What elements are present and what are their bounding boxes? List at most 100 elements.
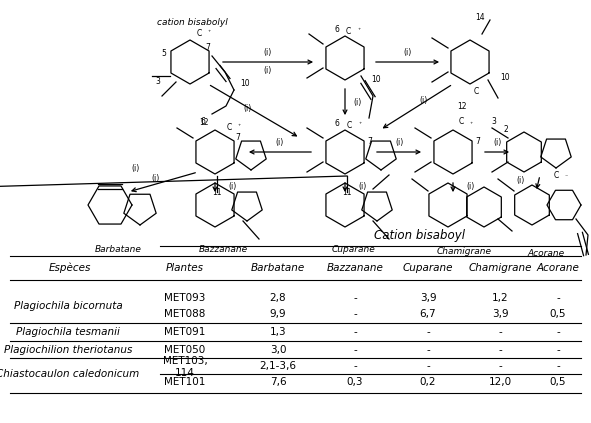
Text: ⁺: ⁺ (469, 121, 473, 126)
Text: C: C (226, 124, 232, 132)
Text: (i): (i) (420, 96, 428, 104)
Text: Plagiochilion theriotanus: Plagiochilion theriotanus (4, 345, 132, 355)
Text: C: C (346, 121, 352, 131)
Text: 5: 5 (161, 49, 167, 58)
Text: MET050: MET050 (164, 345, 206, 355)
Text: ⁺: ⁺ (207, 30, 210, 36)
Text: 11: 11 (342, 188, 352, 197)
Text: (i): (i) (354, 97, 362, 107)
Text: 7,6: 7,6 (269, 377, 286, 387)
Text: 12,0: 12,0 (488, 377, 512, 387)
Text: (i): (i) (404, 47, 412, 57)
Text: 0,3: 0,3 (347, 377, 363, 387)
Text: 6,7: 6,7 (420, 309, 436, 319)
Text: 3: 3 (492, 118, 496, 126)
Text: 14: 14 (475, 13, 485, 22)
Text: -: - (556, 327, 560, 337)
Text: Chiastocaulon caledonicum: Chiastocaulon caledonicum (0, 369, 139, 379)
Text: 7: 7 (367, 137, 372, 146)
Text: 6: 6 (335, 25, 339, 35)
Text: MET103,: MET103, (163, 356, 207, 366)
Text: -: - (426, 327, 430, 337)
Text: Cation bisaboyl: Cation bisaboyl (375, 229, 466, 242)
Text: Barbatane: Barbatane (95, 245, 141, 254)
Text: (i): (i) (243, 104, 251, 113)
Text: (i): (i) (276, 138, 284, 148)
Text: 12: 12 (199, 118, 209, 127)
Text: 10: 10 (500, 74, 509, 82)
Text: Barbatane: Barbatane (251, 263, 305, 273)
Text: 3,9: 3,9 (420, 293, 436, 303)
Text: Chamigrane: Chamigrane (468, 263, 532, 273)
Text: 3,9: 3,9 (492, 309, 508, 319)
Text: 6: 6 (335, 120, 339, 129)
Text: -: - (426, 345, 430, 355)
Text: 0,5: 0,5 (550, 309, 566, 319)
Text: 2: 2 (504, 126, 508, 135)
Text: Cuparane: Cuparane (331, 245, 375, 254)
Text: (i): (i) (466, 182, 474, 192)
Text: -: - (353, 361, 357, 371)
Text: (i): (i) (228, 182, 236, 192)
Text: ⁺: ⁺ (358, 121, 362, 126)
Text: Plagiochila tesmanii: Plagiochila tesmanii (16, 327, 120, 337)
Text: (i): (i) (132, 164, 140, 173)
Text: -: - (498, 327, 502, 337)
Text: 1,3: 1,3 (269, 327, 286, 337)
Text: 0,5: 0,5 (550, 377, 566, 387)
Text: (i): (i) (264, 66, 272, 74)
Text: (i): (i) (358, 182, 366, 192)
Text: 10: 10 (371, 75, 381, 85)
Text: 12: 12 (457, 102, 467, 111)
Text: (i): (i) (493, 138, 501, 148)
Text: 9,9: 9,9 (269, 309, 286, 319)
Text: MET093: MET093 (164, 293, 206, 303)
Text: 1,2: 1,2 (492, 293, 508, 303)
Text: -: - (556, 361, 560, 371)
Text: C: C (553, 171, 558, 181)
Text: MET091: MET091 (164, 327, 206, 337)
Text: (i): (i) (152, 173, 160, 182)
Text: 0,2: 0,2 (420, 377, 436, 387)
Text: MET101: MET101 (164, 377, 206, 387)
Text: Acorane: Acorane (527, 249, 564, 258)
Text: ⁺: ⁺ (238, 124, 241, 129)
Text: C: C (459, 118, 463, 126)
Text: cation bisabolyl: cation bisabolyl (157, 18, 228, 27)
Text: -: - (353, 345, 357, 355)
Text: Chamigrane: Chamigrane (437, 247, 492, 256)
Text: 6: 6 (200, 118, 206, 126)
Text: ⁺: ⁺ (358, 27, 361, 33)
Text: Espèces: Espèces (49, 263, 91, 273)
Text: (i): (i) (395, 138, 403, 148)
Text: Plagiochila bicornuta: Plagiochila bicornuta (14, 301, 122, 311)
Text: (i): (i) (264, 47, 272, 57)
Text: 114: 114 (175, 368, 195, 378)
Text: -: - (498, 345, 502, 355)
Text: -: - (498, 361, 502, 371)
Text: -: - (353, 327, 357, 337)
Text: 2,1-3,6: 2,1-3,6 (259, 361, 297, 371)
Text: 10: 10 (240, 80, 249, 88)
Text: C: C (196, 30, 202, 38)
Text: C: C (473, 88, 479, 96)
Text: -: - (556, 293, 560, 303)
Text: Bazzanane: Bazzanane (199, 245, 248, 254)
Text: 7: 7 (475, 137, 480, 146)
Text: Cuparane: Cuparane (402, 263, 453, 273)
Text: 11: 11 (212, 188, 222, 197)
Text: ⁻: ⁻ (564, 176, 567, 181)
Text: Acorane: Acorane (537, 263, 579, 273)
Text: Plantes: Plantes (166, 263, 204, 273)
Text: MET088: MET088 (164, 309, 206, 319)
Text: -: - (353, 309, 357, 319)
Text: -: - (556, 345, 560, 355)
Text: 7: 7 (235, 134, 240, 143)
Text: 2,8: 2,8 (269, 293, 286, 303)
Text: -: - (426, 361, 430, 371)
Text: 3: 3 (155, 77, 160, 86)
Text: -: - (353, 293, 357, 303)
Text: (i): (i) (517, 176, 525, 184)
Text: Bazzanane: Bazzanane (327, 263, 384, 273)
Text: 7: 7 (206, 44, 210, 52)
